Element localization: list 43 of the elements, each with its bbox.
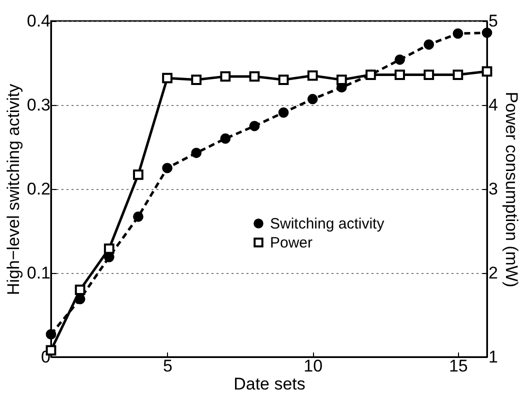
y2-tick-label: 4 (488, 96, 498, 114)
y2-tick-label: 1 (488, 348, 498, 366)
y-axis-title: High−level switching activity (4, 83, 23, 296)
x-axis-title: Date sets (234, 374, 306, 394)
y2-tick-label: 3 (488, 180, 498, 198)
point (46, 329, 56, 340)
point (249, 120, 260, 132)
point (394, 54, 405, 65)
point (482, 28, 492, 38)
legend-label: Power (270, 234, 313, 252)
x-tick-label: 5 (163, 356, 172, 376)
point (452, 70, 464, 80)
point (162, 162, 172, 174)
legend-label: Switching activity (270, 216, 385, 232)
y-tick-label: 0.4 (26, 12, 50, 30)
point (482, 66, 492, 77)
y-tick-label: 0.1 (26, 264, 50, 282)
y2-tick-label: 2 (488, 264, 498, 282)
point (249, 71, 260, 82)
point (278, 107, 289, 118)
point (104, 243, 114, 254)
point (278, 74, 289, 85)
point (452, 28, 464, 39)
x-tick-label: 15 (448, 356, 468, 376)
y2-axis-title: Power consumption (mW) (502, 92, 521, 288)
point (191, 148, 202, 158)
point (191, 74, 202, 85)
point (133, 212, 144, 222)
point (162, 72, 172, 84)
point (220, 133, 231, 144)
point (394, 70, 405, 80)
point (424, 70, 434, 80)
y2-tick-label: 5 (488, 12, 498, 30)
point (220, 71, 231, 82)
point (74, 284, 86, 295)
point (424, 39, 434, 50)
y-tick-label: 0.2 (26, 180, 50, 198)
point (307, 70, 318, 81)
x-tick-label: 10 (304, 356, 323, 376)
point (307, 94, 318, 104)
point (133, 170, 144, 180)
point (336, 74, 347, 85)
y-tick-label: 0.3 (26, 96, 50, 114)
